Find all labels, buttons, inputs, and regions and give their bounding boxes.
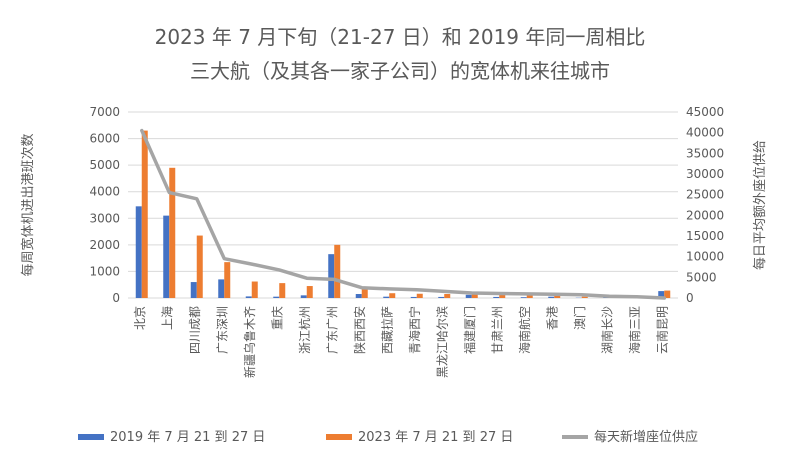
y-tick-label: 6000 xyxy=(89,132,120,146)
bar-2019 xyxy=(135,206,142,298)
legend-swatch xyxy=(326,434,352,440)
y2-tick-label: 5000 xyxy=(686,270,717,284)
bar-2019 xyxy=(328,254,335,298)
category-label: 香港 xyxy=(545,306,559,330)
y2-tick-label: 25000 xyxy=(686,188,724,202)
bar-2019 xyxy=(163,215,170,298)
y2-tick-label: 10000 xyxy=(686,250,724,264)
y-tick-label: 1000 xyxy=(89,264,120,278)
bar-2023 xyxy=(554,294,561,298)
bar-2023 xyxy=(334,244,341,298)
bar-2023 xyxy=(306,286,313,298)
y2-tick-label: 30000 xyxy=(686,167,724,181)
y-axis-title: 每周宽体机进出港班次数 xyxy=(20,133,36,276)
category-label: 青海西宁 xyxy=(407,306,422,354)
bar-2023 xyxy=(361,287,368,298)
series-line-seat-supply xyxy=(140,128,667,300)
bar-2019 xyxy=(245,296,252,298)
category-label: 上海 xyxy=(159,306,174,330)
y2-tick-label: 40000 xyxy=(686,126,724,140)
category-label: 澳门 xyxy=(572,306,587,330)
category-label: 西藏拉萨 xyxy=(379,306,394,354)
category-label: 云南昆明 xyxy=(654,306,669,354)
bar-2019 xyxy=(410,296,417,298)
bar-2019 xyxy=(355,294,362,298)
bar-2019 xyxy=(520,297,527,298)
bar-2023 xyxy=(416,293,423,298)
category-label: 海南三亚 xyxy=(627,306,642,354)
category-label: 甘肃兰州 xyxy=(490,306,504,354)
bar-2019 xyxy=(658,291,665,298)
category-label: 广东深圳 xyxy=(215,306,229,354)
y-tick-label: 7000 xyxy=(89,105,120,119)
bar-2023 xyxy=(444,294,451,298)
y2-tick-label: 45000 xyxy=(686,105,724,119)
y2-tick-label: 0 xyxy=(686,291,694,305)
y2-tick-label: 20000 xyxy=(686,208,724,222)
bar-2023 xyxy=(279,283,286,298)
bar-2023 xyxy=(471,292,478,298)
bar-2019 xyxy=(548,296,555,298)
category-label: 福建厦门 xyxy=(462,306,477,354)
category-label: 浙江杭州 xyxy=(297,306,312,354)
bar-2023 xyxy=(196,235,203,298)
bar-2023 xyxy=(526,294,533,298)
bar-2023 xyxy=(251,281,258,298)
bar-2019 xyxy=(300,295,307,298)
chart-title-line2: 三大航（及其各一家子公司）的宽体机来往城市 xyxy=(190,59,610,83)
category-label: 湖南长沙 xyxy=(599,306,614,354)
category-label: 广东广州 xyxy=(325,306,339,354)
y-tick-label: 3000 xyxy=(89,211,120,225)
bar-2019 xyxy=(273,296,280,298)
category-label: 陕西西安 xyxy=(352,306,367,354)
bar-2023 xyxy=(224,262,231,298)
bar-2023 xyxy=(499,294,506,298)
bar-2019 xyxy=(190,282,197,298)
bar-2023 xyxy=(169,167,176,298)
y-tick-label: 0 xyxy=(112,291,120,305)
category-label: 新疆乌鲁木齐 xyxy=(242,306,257,378)
y-tick-label: 2000 xyxy=(89,238,120,252)
bar-2023 xyxy=(389,293,396,298)
y-tick-label: 4000 xyxy=(89,185,120,199)
y2-axis-title: 每日平均额外座位供给 xyxy=(752,140,768,270)
bar-2019 xyxy=(465,294,472,298)
legend-swatch xyxy=(78,434,104,440)
bar-2023 xyxy=(581,296,588,298)
category-label: 北京 xyxy=(133,306,147,330)
category-label: 黑龙江哈尔滨 xyxy=(434,306,449,378)
legend-label: 每天新增座位供应 xyxy=(594,429,698,445)
y2-tick-label: 35000 xyxy=(686,146,724,160)
category-label: 四川成都 xyxy=(188,306,202,354)
line-layer xyxy=(140,128,667,300)
bar-2023 xyxy=(141,130,148,298)
grid-layer xyxy=(128,111,678,299)
bar-2019 xyxy=(383,296,390,298)
legend-label: 2019 年 7 月 21 到 27 日 xyxy=(110,430,265,445)
chart-title-line1: 2023 年 7 月下旬（21-27 日）和 2019 年同一周相比 xyxy=(155,25,646,49)
bars-layer xyxy=(135,130,671,298)
category-label: 重庆 xyxy=(270,306,284,330)
category-label: 海南航空 xyxy=(517,306,532,354)
bar-2019 xyxy=(493,296,500,298)
y2-tick-label: 15000 xyxy=(686,229,724,243)
axis-layer: 0 1000 2000 3000 4000 5000 6000 7000 0 5000 10000 1… xyxy=(89,105,724,378)
legend: 2019 年 7 月 21 到 27 日 2023 年 7 月 21 到 27 日… xyxy=(78,429,698,445)
legend-label: 2023 年 7 月 21 到 27 日 xyxy=(358,430,513,445)
bar-2019 xyxy=(438,296,445,298)
bar-2023 xyxy=(664,290,671,298)
bar-2019 xyxy=(218,279,225,298)
y-tick-label: 5000 xyxy=(89,158,120,172)
